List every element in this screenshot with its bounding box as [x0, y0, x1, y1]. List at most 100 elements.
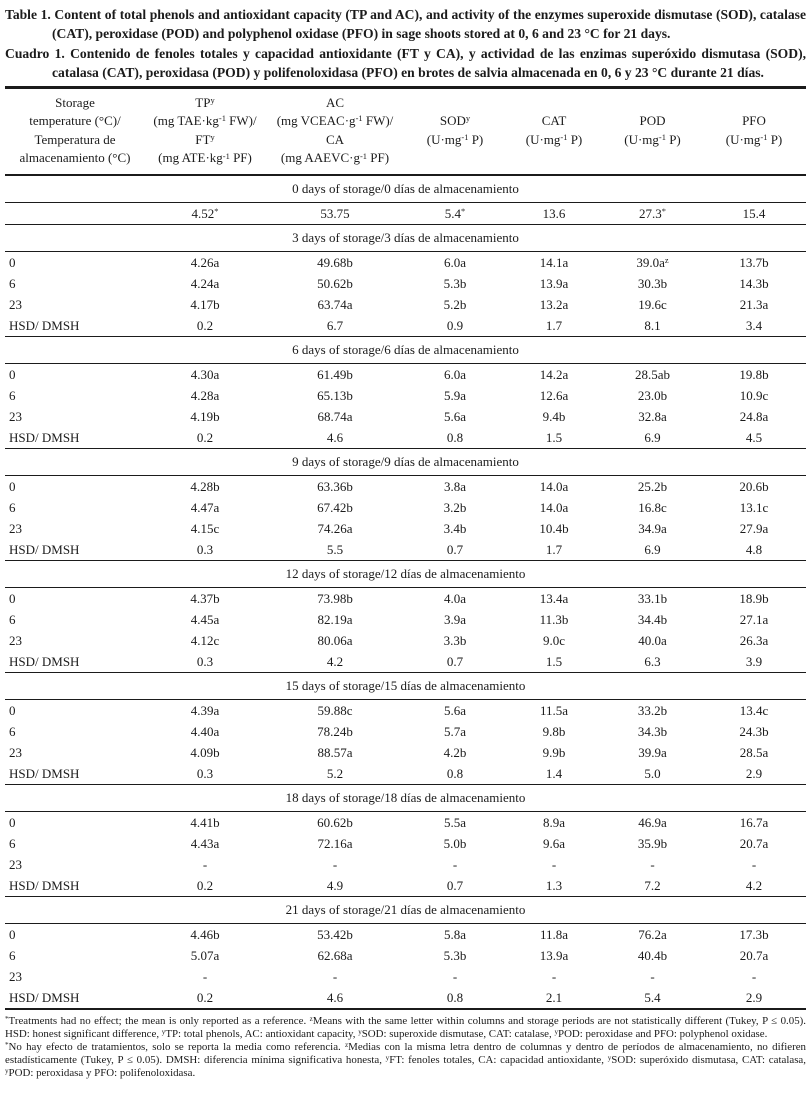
- data-cell: 11.8a: [539, 926, 569, 942]
- data-cell: 6.3: [644, 653, 661, 669]
- data-cell: 4.39a: [190, 702, 220, 718]
- section-header: 6 days of storage/6 días de almacenamien…: [5, 336, 806, 364]
- row-label: 23: [9, 744, 22, 760]
- data-cell: 34.3b: [637, 723, 668, 739]
- caption-en: Table 1. Content of total phenols and an…: [5, 5, 806, 44]
- data-cell: 9.0c: [542, 632, 566, 648]
- data-cell: 4.45a: [190, 611, 220, 627]
- data-cell: 17.3b: [739, 926, 769, 942]
- data-cell: 4.0a: [443, 590, 467, 606]
- data-cell: 8.9a: [542, 814, 566, 830]
- data-cell: 20.6b: [739, 478, 769, 494]
- data-cell: 12.6a: [539, 387, 569, 403]
- data-cell: -: [650, 968, 655, 984]
- data-cell: 0.3: [196, 653, 214, 669]
- data-cell: 0.7: [446, 653, 464, 669]
- table-row: 0 4.41b 60.62b 5.5a 8.9a 46.9a 16.7a: [5, 812, 806, 834]
- data-cell: 49.68b: [317, 254, 353, 270]
- data-cell: 4.2: [326, 653, 344, 669]
- section-header-row: 0 days of storage/0 días de almacenamien…: [5, 174, 806, 203]
- data-cell: 63.74a: [317, 296, 353, 312]
- data-cell: 13.6: [542, 205, 566, 221]
- data-cell: 5.3b: [443, 947, 467, 963]
- data-cell: 3.3b: [443, 632, 467, 648]
- col-header-sod: SODy (U·mg-1 P): [405, 87, 505, 176]
- data-cell: 27.3*: [639, 205, 666, 221]
- col-header-cat: CAT (U·mg-1 P): [505, 87, 603, 176]
- row-label: 0: [9, 478, 16, 494]
- data-cell: 2.9: [745, 765, 763, 781]
- row-label: 0: [9, 366, 16, 382]
- data-cell: 13.4a: [539, 590, 569, 606]
- data-cell: 5.4*: [444, 205, 466, 221]
- data-cell: 53.42b: [317, 926, 353, 942]
- data-cell: -: [751, 856, 757, 872]
- data-cell: 9.8b: [542, 723, 566, 739]
- data-cell: 26.3a: [739, 632, 769, 648]
- data-cell: 3.8a: [443, 478, 467, 494]
- table-row: 0 4.39a 59.88c 5.6a 11.5a 33.2b 13.4c: [5, 700, 806, 722]
- data-cell: 61.49b: [317, 366, 353, 382]
- table-row: 6 4.45a 82.19a 3.9a 11.3b 34.4b 27.1a: [5, 609, 806, 630]
- data-cell: 67.42b: [317, 499, 353, 515]
- data-cell: 6.9: [644, 429, 661, 445]
- data-cell: 32.8a: [638, 408, 667, 424]
- table-header: Storage temperature (°C)/ Temperatura de…: [5, 87, 806, 176]
- table-row: 23 4.09b 88.57a 4.2b 9.9b 39.9a 28.5a: [5, 742, 806, 763]
- row-label: 6: [9, 835, 16, 851]
- section-header-row: 6 days of storage/6 días de almacenamien…: [5, 336, 806, 364]
- table-row: HSD/ DMSH 0.2 4.6 0.8 1.5 6.9 4.5: [5, 427, 806, 449]
- row-label: 23: [9, 408, 22, 424]
- data-cell: 13.4c: [739, 702, 769, 718]
- data-cell: 3.4: [745, 317, 763, 333]
- data-cell: 39.9a: [638, 744, 667, 760]
- data-cell: 5.8a: [443, 926, 467, 942]
- data-cell: 13.7b: [739, 254, 769, 270]
- row-label: 23: [9, 968, 22, 984]
- data-cell: 4.15c: [190, 520, 220, 536]
- table-row: 6 4.40a 78.24b 5.7a 9.8b 34.3b 24.3b: [5, 721, 806, 742]
- data-cell: 34.9a: [638, 520, 667, 536]
- data-cell: 4.2: [745, 877, 763, 893]
- data-cell: 4.2b: [443, 744, 467, 760]
- caption-en-label: Table 1.: [5, 7, 51, 22]
- data-cell: 0.7: [446, 541, 464, 557]
- data-cell: 4.40a: [190, 723, 220, 739]
- data-cell: 4.19b: [190, 408, 220, 424]
- data-cell: 72.16a: [317, 835, 353, 851]
- data-cell: 4.41b: [190, 814, 220, 830]
- row-label: 6: [9, 275, 16, 291]
- data-cell: 4.28b: [190, 478, 220, 494]
- data-cell: 33.1b: [637, 590, 668, 606]
- data-cell: -: [551, 968, 557, 984]
- section-header: 21 days of storage/21 días de almacenami…: [5, 896, 806, 924]
- data-cell: 4.37b: [190, 590, 220, 606]
- section-header: 3 days of storage/3 días de almacenamien…: [5, 224, 806, 252]
- data-cell: 5.5: [326, 541, 344, 557]
- data-cell: 46.9a: [638, 814, 667, 830]
- table-row: 23 4.12c 80.06a 3.3b 9.0c 40.0a 26.3a: [5, 630, 806, 651]
- data-cell: 2.9: [745, 989, 763, 1005]
- col-header-tp: TPy (mg TAE·kg-1 FW)/ FTy (mg ATE·kg-1 P…: [145, 87, 265, 176]
- data-cell: 4.5: [745, 429, 763, 445]
- row-label: 6: [9, 611, 16, 627]
- row-label: HSD/ DMSH: [9, 429, 80, 445]
- data-cell: 53.75: [320, 205, 350, 221]
- row-label: HSD/ DMSH: [9, 317, 80, 333]
- data-cell: 4.43a: [190, 835, 220, 851]
- data-cell: 6.0a: [443, 254, 467, 270]
- data-cell: 11.3b: [539, 611, 569, 627]
- row-label: 23: [9, 856, 22, 872]
- data-cell: 21.3a: [739, 296, 769, 312]
- data-cell: 16.7a: [739, 814, 769, 830]
- header-row: Storage temperature (°C)/ Temperatura de…: [5, 87, 806, 176]
- section-header-row: 15 days of storage/15 días de almacenami…: [5, 672, 806, 700]
- table-row: 0 4.46b 53.42b 5.8a 11.8a 76.2a 17.3b: [5, 924, 806, 946]
- data-cell: 35.9b: [637, 835, 668, 851]
- data-cell: 27.9a: [739, 520, 769, 536]
- table-row: 23 4.19b 68.74a 5.6a 9.4b 32.8a 24.8a: [5, 406, 806, 427]
- data-cell: 3.2b: [443, 499, 467, 515]
- data-cell: 20.7a: [739, 947, 769, 963]
- section-header: 9 days of storage/9 días de almacenamien…: [5, 448, 806, 476]
- data-cell: 1.7: [545, 317, 563, 333]
